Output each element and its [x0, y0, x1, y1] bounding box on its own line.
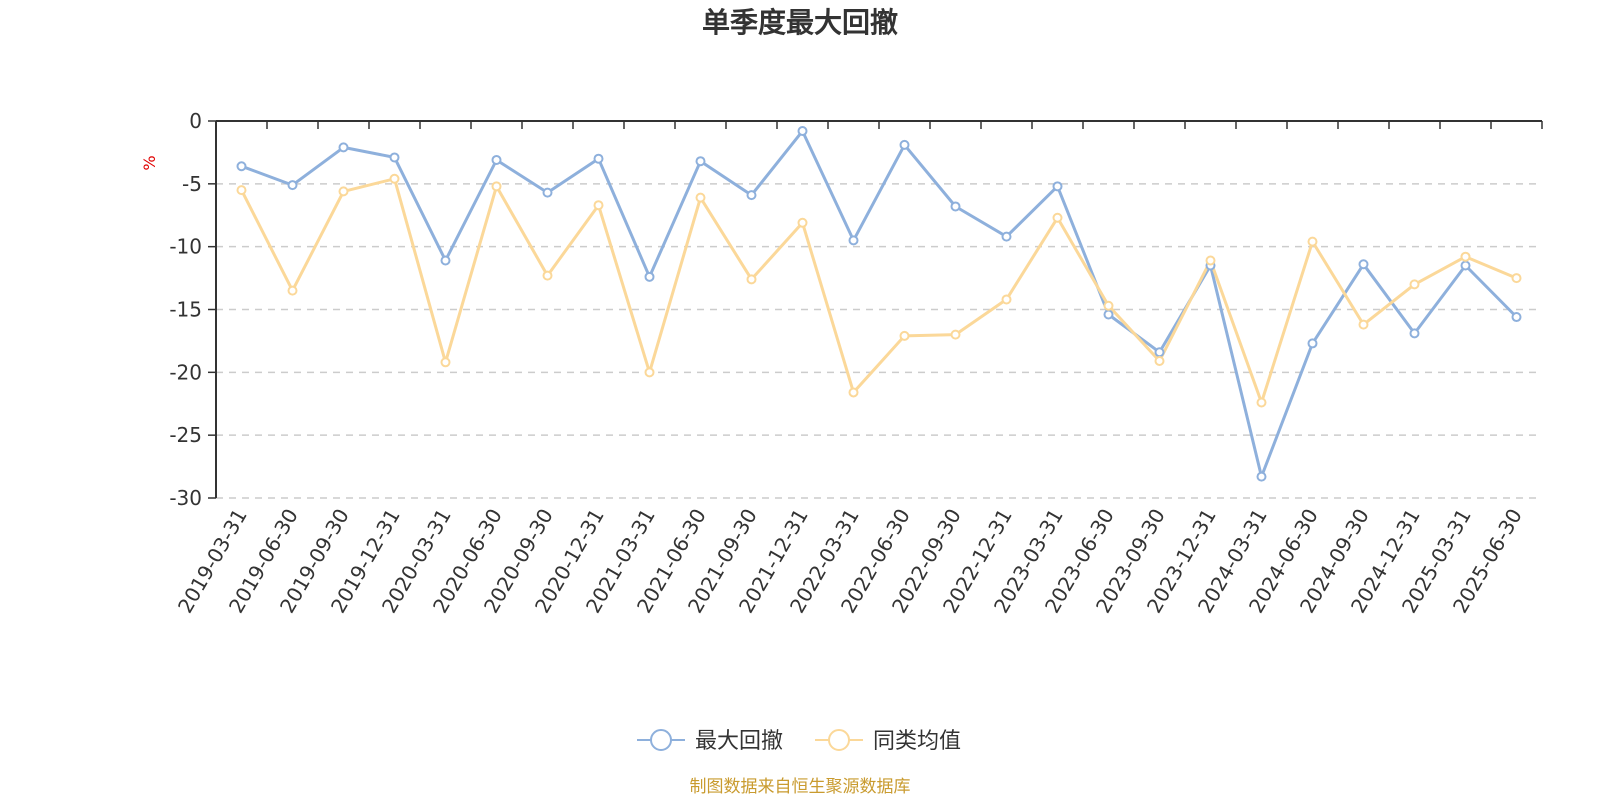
y-tick-label: 0: [189, 109, 202, 133]
legend-item-series-2[interactable]: 同类均值: [815, 729, 961, 754]
chart-title: 单季度最大回撤: [702, 6, 898, 39]
y-tick-labels: 0 -5 -10 -15 -20 -25 -30: [169, 109, 202, 510]
data-point-series-1[interactable]: [236, 161, 247, 172]
data-point-series-2[interactable]: [338, 186, 349, 197]
data-point-series-1[interactable]: [848, 235, 859, 246]
data-point-series-2[interactable]: [1409, 279, 1420, 290]
legend-circle-icon: [650, 729, 672, 751]
data-point-series-2[interactable]: [695, 192, 706, 203]
data-point-series-2[interactable]: [797, 217, 808, 228]
x-tick-labels: 2019-03-312019-06-302019-09-302019-12-31…: [173, 505, 1527, 618]
data-point-series-2[interactable]: [236, 185, 247, 196]
data-point-series-2[interactable]: [1307, 236, 1318, 247]
series-line-2: [240, 177, 1518, 404]
data-point-series-1[interactable]: [1052, 181, 1063, 192]
data-point-series-2[interactable]: [848, 387, 859, 398]
data-point-series-1[interactable]: [746, 190, 757, 201]
data-point-series-2[interactable]: [1256, 397, 1267, 408]
data-point-series-2[interactable]: [389, 173, 400, 184]
data-point-series-1[interactable]: [491, 154, 502, 165]
data-point-series-1[interactable]: [1460, 260, 1471, 271]
legend-item-series-1[interactable]: 最大回撤: [637, 729, 783, 754]
data-source-note: 制图数据来自恒生聚源数据库: [690, 777, 911, 797]
y-tick-label: -20: [169, 360, 202, 384]
legend-label-series-1: 最大回撤: [695, 729, 783, 754]
data-point-series-2[interactable]: [950, 329, 961, 340]
data-point-series-2[interactable]: [1511, 273, 1522, 284]
data-point-series-1[interactable]: [1511, 312, 1522, 323]
data-point-series-1[interactable]: [1307, 338, 1318, 349]
data-point-series-1[interactable]: [1154, 347, 1165, 358]
data-point-series-1[interactable]: [1001, 231, 1012, 242]
data-point-series-1[interactable]: [338, 142, 349, 153]
data-point-series-2[interactable]: [1052, 212, 1063, 223]
y-axis-unit: %: [140, 155, 159, 170]
data-point-series-2[interactable]: [644, 367, 655, 378]
legend-label-series-2: 同类均值: [873, 729, 961, 754]
series-line-1: [240, 129, 1518, 479]
data-point-series-2[interactable]: [542, 270, 553, 281]
data-point-series-2[interactable]: [1154, 356, 1165, 367]
data-point-series-1[interactable]: [695, 156, 706, 167]
data-point-series-1[interactable]: [797, 126, 808, 137]
data-point-series-1[interactable]: [1358, 259, 1369, 270]
data-point-series-2[interactable]: [491, 181, 502, 192]
data-point-series-2[interactable]: [1205, 255, 1216, 266]
axes: [208, 120, 1543, 499]
legend[interactable]: 最大回撤 同类均值: [637, 729, 961, 754]
data-point-series-2[interactable]: [746, 274, 757, 285]
data-point-series-1[interactable]: [1103, 309, 1114, 320]
data-point-series-1[interactable]: [389, 152, 400, 163]
data-point-series-1[interactable]: [287, 180, 298, 191]
y-tick-label: -5: [182, 172, 202, 196]
data-point-series-2[interactable]: [1001, 294, 1012, 305]
data-point-series-2[interactable]: [287, 285, 298, 296]
grid-lines: [216, 183, 1542, 499]
data-point-series-1[interactable]: [899, 139, 910, 150]
data-point-series-1[interactable]: [644, 271, 655, 282]
y-tick-label: -30: [169, 486, 202, 510]
data-point-series-1[interactable]: [1256, 471, 1267, 482]
data-point-series-2[interactable]: [440, 357, 451, 368]
data-point-series-2[interactable]: [593, 200, 604, 211]
data-point-series-2[interactable]: [1358, 319, 1369, 330]
data-point-series-1[interactable]: [1409, 328, 1420, 339]
series-layer: [236, 126, 1522, 482]
data-point-series-2[interactable]: [1103, 300, 1114, 311]
legend-circle-icon: [828, 729, 850, 751]
y-tick-label: -10: [169, 235, 202, 259]
data-point-series-1[interactable]: [593, 153, 604, 164]
data-point-series-2[interactable]: [899, 330, 910, 341]
data-point-series-2[interactable]: [1460, 251, 1471, 262]
data-point-series-1[interactable]: [440, 255, 451, 266]
data-point-series-1[interactable]: [950, 201, 961, 212]
y-tick-label: -15: [169, 298, 202, 322]
y-tick-label: -25: [169, 423, 202, 447]
data-point-series-1[interactable]: [542, 187, 553, 198]
